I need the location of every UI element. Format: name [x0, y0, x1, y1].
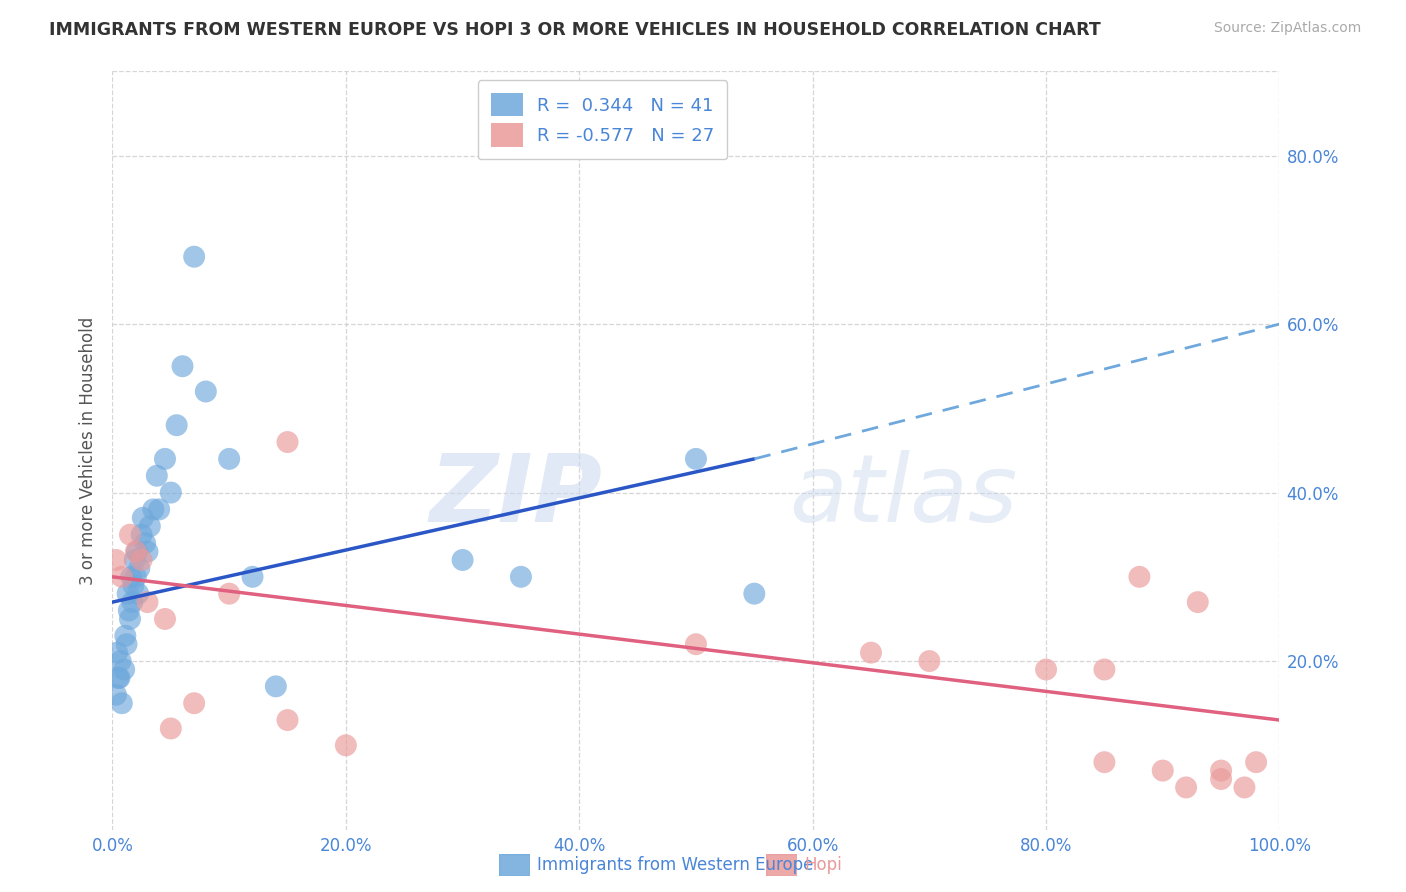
- Point: [276, 713, 298, 727]
- Point: [1094, 663, 1116, 677]
- Point: [264, 679, 287, 693]
- Point: [1128, 570, 1150, 584]
- Point: [242, 570, 264, 584]
- Point: [160, 485, 183, 500]
- Point: [104, 553, 127, 567]
- Point: [148, 502, 170, 516]
- Point: [118, 612, 141, 626]
- Text: ZIP: ZIP: [430, 450, 603, 542]
- Point: [194, 384, 217, 399]
- Text: atlas: atlas: [789, 450, 1018, 541]
- Point: [110, 654, 132, 668]
- Point: [122, 578, 145, 592]
- Point: [132, 511, 155, 525]
- Point: [107, 671, 129, 685]
- Point: [105, 646, 128, 660]
- Point: [112, 663, 135, 677]
- Text: Hopi: Hopi: [804, 856, 842, 874]
- Point: [136, 595, 159, 609]
- Point: [218, 451, 240, 466]
- Point: [111, 696, 134, 710]
- Point: [108, 671, 131, 685]
- Point: [1187, 595, 1209, 609]
- Point: [1152, 764, 1174, 778]
- Point: [118, 603, 141, 617]
- Point: [160, 722, 183, 736]
- Point: [1175, 780, 1198, 795]
- Y-axis label: 3 or more Vehicles in Household: 3 or more Vehicles in Household: [79, 317, 97, 584]
- Text: Immigrants from Western Europe: Immigrants from Western Europe: [537, 856, 814, 874]
- Point: [134, 536, 156, 550]
- Point: [115, 637, 138, 651]
- Point: [121, 595, 143, 609]
- Point: [183, 696, 205, 710]
- Point: [117, 587, 139, 601]
- Point: [146, 468, 169, 483]
- Point: [136, 544, 159, 558]
- Point: [183, 250, 205, 264]
- Point: [218, 587, 240, 601]
- Text: Source: ZipAtlas.com: Source: ZipAtlas.com: [1213, 21, 1361, 35]
- Point: [127, 587, 149, 601]
- Point: [1211, 764, 1233, 778]
- Point: [142, 502, 165, 516]
- Legend: R =  0.344   N = 41, R = -0.577   N = 27: R = 0.344 N = 41, R = -0.577 N = 27: [478, 80, 727, 160]
- Point: [104, 688, 127, 702]
- Point: [1244, 755, 1267, 769]
- Point: [139, 519, 162, 533]
- Point: [166, 418, 188, 433]
- Point: [114, 629, 136, 643]
- Point: [685, 451, 707, 466]
- Point: [125, 570, 148, 584]
- Point: [131, 553, 153, 567]
- Point: [335, 739, 357, 753]
- Point: [120, 570, 142, 584]
- Point: [153, 451, 176, 466]
- Point: [1035, 663, 1057, 677]
- Text: IMMIGRANTS FROM WESTERN EUROPE VS HOPI 3 OR MORE VEHICLES IN HOUSEHOLD CORRELATI: IMMIGRANTS FROM WESTERN EUROPE VS HOPI 3…: [49, 21, 1101, 38]
- Point: [153, 612, 176, 626]
- Point: [1094, 755, 1116, 769]
- Point: [128, 561, 150, 575]
- Point: [276, 435, 298, 450]
- Point: [125, 544, 148, 558]
- Point: [125, 544, 148, 558]
- Point: [451, 553, 474, 567]
- Point: [111, 570, 134, 584]
- Point: [918, 654, 941, 668]
- Point: [1233, 780, 1256, 795]
- Point: [744, 587, 766, 601]
- Point: [118, 527, 141, 541]
- Point: [131, 527, 153, 541]
- Point: [124, 553, 146, 567]
- Point: [1211, 772, 1233, 786]
- Point: [172, 359, 194, 374]
- Point: [685, 637, 707, 651]
- Point: [860, 646, 883, 660]
- Point: [509, 570, 531, 584]
